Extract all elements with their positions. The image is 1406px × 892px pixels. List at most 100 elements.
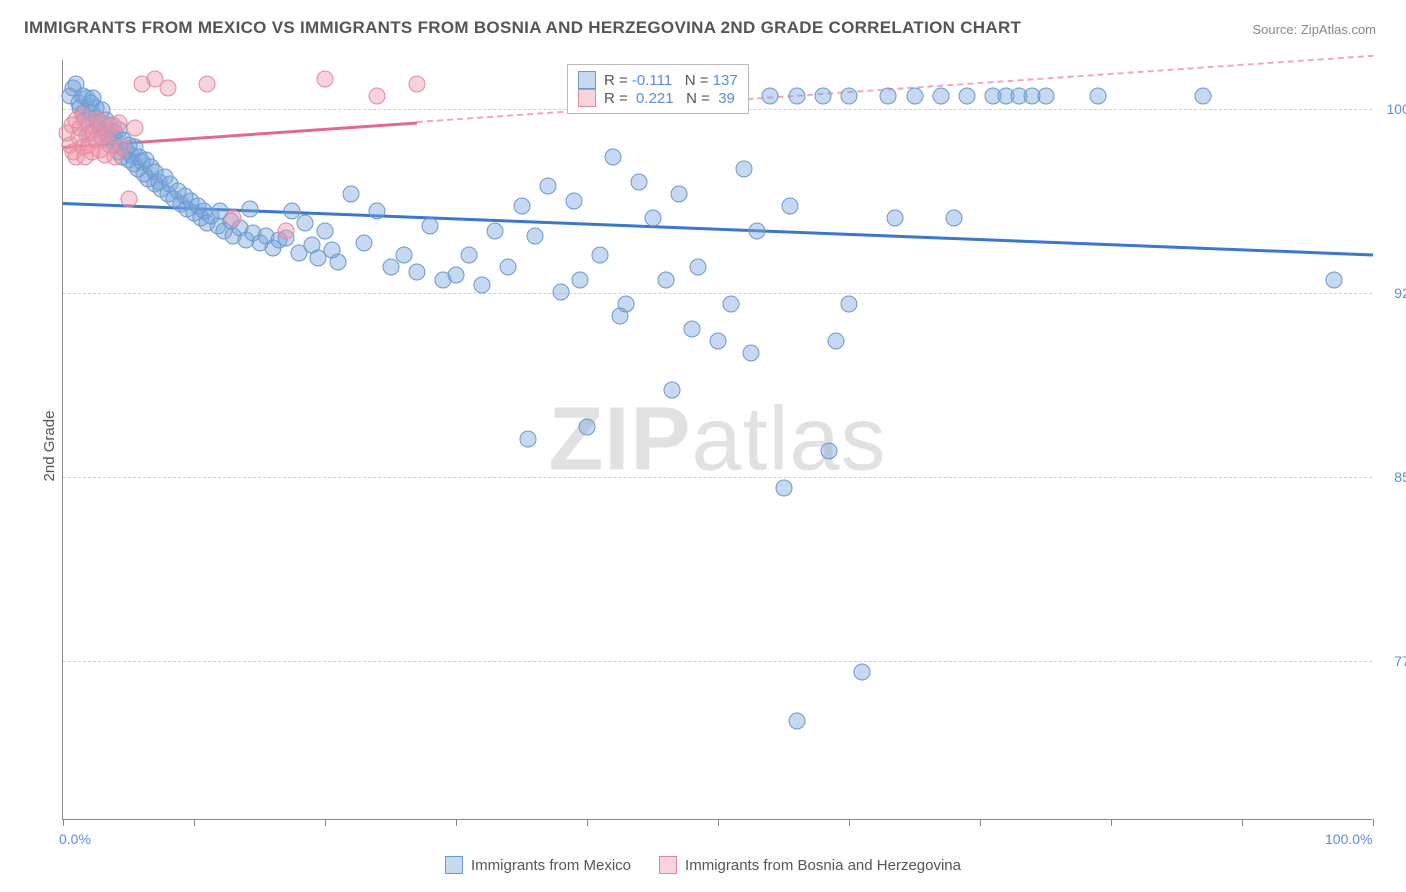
data-point xyxy=(572,271,589,288)
legend-swatch xyxy=(659,856,677,874)
x-tick xyxy=(718,819,719,826)
data-point xyxy=(474,276,491,293)
data-point xyxy=(395,247,412,264)
data-point xyxy=(382,259,399,276)
x-tick xyxy=(1111,819,1112,826)
y-tick-label: 100.0% xyxy=(1387,101,1406,117)
data-point xyxy=(113,139,130,156)
data-point xyxy=(932,87,949,104)
data-point xyxy=(111,114,128,131)
data-point xyxy=(657,271,674,288)
x-tick xyxy=(980,819,981,826)
data-point xyxy=(821,443,838,460)
data-point xyxy=(841,87,858,104)
data-point xyxy=(330,254,347,271)
data-point xyxy=(958,87,975,104)
x-tick xyxy=(325,819,326,826)
x-tick xyxy=(194,819,195,826)
gridline-h xyxy=(63,477,1372,478)
chart-title: IMMIGRANTS FROM MEXICO VS IMMIGRANTS FRO… xyxy=(24,18,1021,38)
data-point xyxy=(343,185,360,202)
legend-swatch xyxy=(578,89,596,107)
data-point xyxy=(945,210,962,227)
data-point xyxy=(539,178,556,195)
data-point xyxy=(880,87,897,104)
data-point xyxy=(513,198,530,215)
data-point xyxy=(369,203,386,220)
data-point xyxy=(487,222,504,239)
legend-label: Immigrants from Mexico xyxy=(471,857,631,874)
data-point xyxy=(854,663,871,680)
y-tick-label: 85.0% xyxy=(1394,469,1406,485)
data-point xyxy=(1089,87,1106,104)
legend-bottom: Immigrants from Mexico Immigrants from Bo… xyxy=(0,856,1406,878)
data-point xyxy=(520,431,537,448)
data-point xyxy=(710,332,727,349)
data-point xyxy=(526,227,543,244)
data-point xyxy=(1325,271,1342,288)
data-point xyxy=(762,87,779,104)
x-tick-label: 100.0% xyxy=(1325,831,1372,847)
data-point xyxy=(297,215,314,232)
gridline-h xyxy=(63,293,1372,294)
data-point xyxy=(461,247,478,264)
data-point xyxy=(644,210,661,227)
data-point xyxy=(690,259,707,276)
data-point xyxy=(1037,87,1054,104)
data-point xyxy=(317,70,334,87)
data-point xyxy=(749,222,766,239)
data-point xyxy=(500,259,517,276)
data-point xyxy=(788,712,805,729)
legend-item: Immigrants from Bosnia and Herzegovina xyxy=(659,856,961,874)
data-point xyxy=(906,87,923,104)
data-point xyxy=(369,87,386,104)
x-tick xyxy=(1373,819,1374,826)
data-point xyxy=(159,80,176,97)
data-point xyxy=(664,381,681,398)
y-tick-label: 77.5% xyxy=(1394,653,1406,669)
data-point xyxy=(448,266,465,283)
data-point xyxy=(814,87,831,104)
legend-stats-row: R = -0.111 N = 137 xyxy=(578,71,738,89)
legend-stats: R = -0.111 N = 137R = 0.221 N = 39 xyxy=(567,64,749,114)
legend-stats-row: R = 0.221 N = 39 xyxy=(578,89,738,107)
data-point xyxy=(120,190,137,207)
data-point xyxy=(618,296,635,313)
x-tick xyxy=(849,819,850,826)
legend-swatch xyxy=(445,856,463,874)
plot-area: ZIPatlas 100.0%92.5%85.0%77.5%0.0%100.0%… xyxy=(62,60,1372,820)
data-point xyxy=(127,119,144,136)
data-point xyxy=(356,234,373,251)
data-point xyxy=(886,210,903,227)
data-point xyxy=(683,320,700,337)
data-point xyxy=(1194,87,1211,104)
x-tick xyxy=(1242,819,1243,826)
data-point xyxy=(736,161,753,178)
legend-label: Immigrants from Bosnia and Herzegovina xyxy=(685,857,961,874)
data-point xyxy=(225,210,242,227)
data-point xyxy=(565,193,582,210)
data-point xyxy=(742,345,759,362)
watermark: ZIPatlas xyxy=(548,388,886,491)
data-point xyxy=(408,264,425,281)
x-tick xyxy=(63,819,64,826)
data-point xyxy=(579,418,596,435)
gridline-h xyxy=(63,661,1372,662)
data-point xyxy=(775,480,792,497)
legend-item: Immigrants from Mexico xyxy=(445,856,631,874)
data-point xyxy=(788,87,805,104)
x-tick xyxy=(587,819,588,826)
x-tick xyxy=(456,819,457,826)
data-point xyxy=(827,332,844,349)
y-axis-label: 2nd Grade xyxy=(41,411,58,482)
data-point xyxy=(592,247,609,264)
data-point xyxy=(408,75,425,92)
data-point xyxy=(199,75,216,92)
source-label: Source: ZipAtlas.com xyxy=(1252,22,1376,37)
data-point xyxy=(277,222,294,239)
data-point xyxy=(242,200,259,217)
x-tick-label: 0.0% xyxy=(59,831,91,847)
data-point xyxy=(670,185,687,202)
data-point xyxy=(841,296,858,313)
data-point xyxy=(552,283,569,300)
